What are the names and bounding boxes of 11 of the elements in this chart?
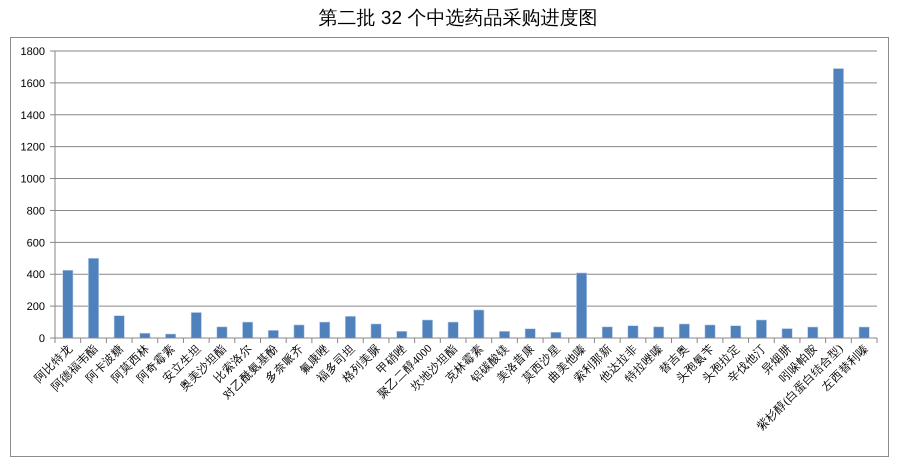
title: 第二批 32 个中选药品采购进度图 [318, 8, 598, 29]
y-tick-label: 0 [38, 333, 45, 345]
y-tick-label: 200 [26, 301, 45, 314]
y-tick-label: 400 [26, 269, 45, 282]
y-tick-label: 1400 [20, 110, 45, 122]
y-tick-label: 1200 [20, 142, 45, 154]
y-tick-label: 1600 [20, 78, 45, 90]
y-tick-label: 1800 [20, 46, 45, 58]
y-tick-label: 1000 [20, 174, 45, 186]
y-tick-label: 800 [26, 205, 45, 218]
y-tick-label: 600 [26, 237, 45, 250]
